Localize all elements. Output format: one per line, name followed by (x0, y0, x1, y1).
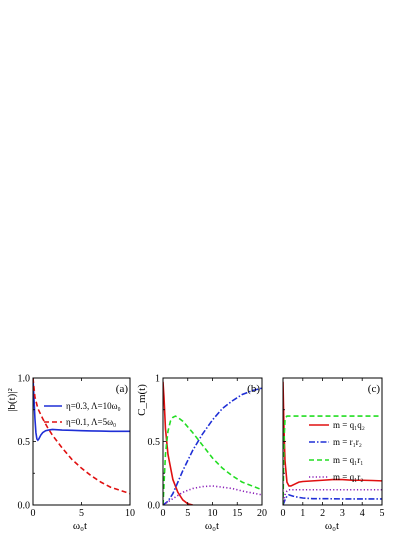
y-axis-title: |b(t)|² (6, 388, 18, 412)
x-tick-label: 5 (185, 508, 190, 519)
legend-entry: η=0.3, Λ=10ω₀ (66, 401, 121, 411)
panel-label: (b) (247, 383, 260, 395)
panel-label: (a) (116, 383, 129, 395)
panel-2: 0 5 10 15 20 0.0 0.5 1 ω₀t C_m(t) (b) (136, 374, 267, 533)
x-tick-label: 5 (380, 508, 385, 519)
panel-3: 0 1 2 3 4 5 ω₀t (c) m = q₁q₂ m = r₁r₂ m = q₁r₁ m = … (281, 377, 385, 532)
series-line-1 (163, 381, 193, 505)
series-line-1 (33, 378, 130, 442)
x-tick-label: 10 (208, 508, 218, 519)
y-axis-title: C_m(t) (136, 384, 148, 416)
x-axis-title: ω₀t (325, 520, 339, 532)
x-tick-label: 10 (125, 508, 135, 519)
plot-frame (162, 377, 263, 506)
series-line-2 (33, 378, 130, 495)
panel-label: (c) (368, 383, 381, 395)
x-tick-label: 0 (31, 508, 36, 519)
legend-entry: m = r₁r₂ (333, 437, 362, 447)
y-tick-label: 0.5 (18, 437, 31, 448)
y-tick-label: 1 (155, 374, 160, 385)
legend-entry: m = q₁r₂ (333, 472, 363, 482)
y-tick-label: 1.0 (18, 374, 31, 385)
series-line-4 (283, 488, 382, 505)
y-tick-label: 0.0 (18, 501, 31, 512)
panel-1: 0 5 10 0.0 0.5 1.0 ω₀t |b(t)|² (a) η=0.3, Λ=10ω₀ η… (6, 374, 135, 533)
series-line-3 (283, 415, 382, 505)
x-tick-label: 2 (320, 508, 325, 519)
series-line-2 (163, 387, 262, 505)
x-tick-label: 5 (79, 508, 84, 519)
y-tick-label: 0.5 (148, 437, 161, 448)
x-tick-label: 4 (360, 508, 365, 519)
legend-entry: m = q₁r₁ (333, 455, 363, 465)
x-axis-title: ω₀t (73, 520, 87, 532)
x-tick-label: 20 (257, 508, 267, 519)
x-tick-label: 1 (300, 508, 305, 519)
plot-frame (32, 377, 131, 506)
x-tick-label: 3 (340, 508, 345, 519)
legend-entry: η=0.1, Λ=5ω₀ (66, 417, 116, 427)
y-tick-label: 0.0 (148, 501, 161, 512)
x-tick-label: 15 (232, 508, 242, 519)
series-line-2 (283, 493, 382, 505)
x-tick-label: 0 (281, 508, 286, 519)
series-line-3 (163, 415, 262, 505)
legend-entry: m = q₁q₂ (333, 420, 365, 430)
series-line-1 (283, 381, 382, 487)
x-tick-label: 0 (161, 508, 166, 519)
x-axis-title: ω₀t (205, 520, 219, 532)
